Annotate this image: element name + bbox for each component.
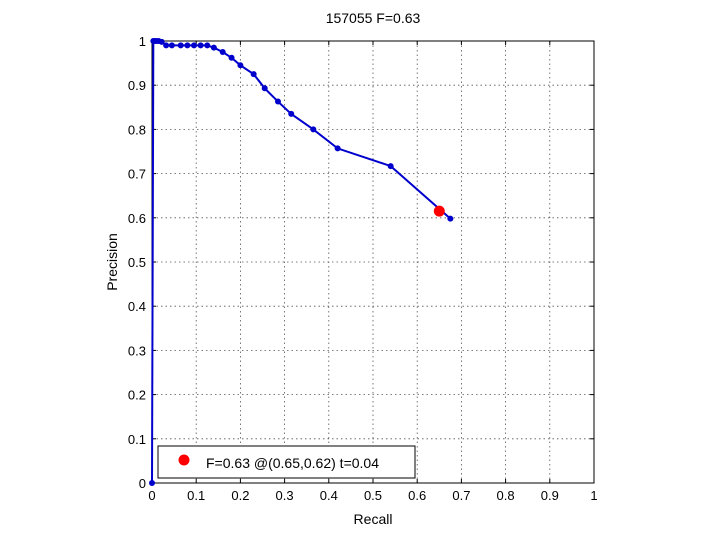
data-point xyxy=(387,163,394,170)
data-point xyxy=(149,480,155,486)
data-point xyxy=(177,42,184,49)
y-tick-label: 0 xyxy=(139,476,146,491)
data-point xyxy=(447,215,454,222)
data-point xyxy=(274,98,281,105)
y-tick-label: 0.1 xyxy=(128,432,146,447)
data-point xyxy=(237,62,244,69)
x-tick-label: 0.3 xyxy=(276,488,294,503)
data-point xyxy=(163,42,170,49)
legend-box xyxy=(157,445,416,479)
best-point-layer xyxy=(433,205,445,217)
x-tick-label: 0.1 xyxy=(187,488,205,503)
y-tick-label: 0.3 xyxy=(128,343,146,358)
tick-layer: 0 0.1 0.2 0.3 0.4 0.5 0.6 0.7 0.8 0.9 1 0 0.1 0.2 0.3 0… xyxy=(128,34,598,503)
grid-layer xyxy=(152,41,594,483)
data-point xyxy=(250,71,257,78)
y-tick-label: 0.8 xyxy=(128,122,146,137)
data-point xyxy=(261,85,268,92)
x-tick-label: 1 xyxy=(590,488,597,503)
data-point xyxy=(168,42,175,49)
legend-marker xyxy=(178,454,190,466)
y-tick-label: 0.6 xyxy=(128,211,146,226)
legend: F=0.63 @(0.65,0.62) t=0.04 xyxy=(157,445,416,479)
y-tick-label: 0.7 xyxy=(128,167,146,182)
data-point xyxy=(310,126,317,133)
data-point xyxy=(219,49,226,56)
data-point xyxy=(158,38,165,45)
x-tick-label: 0.6 xyxy=(408,488,426,503)
data-point xyxy=(184,42,191,49)
y-axis-label: Precision xyxy=(104,233,120,291)
x-tick-label: 0.8 xyxy=(497,488,515,503)
data-point xyxy=(334,145,341,152)
series-layer xyxy=(149,38,454,486)
chart-title: 157055 F=0.63 xyxy=(326,10,421,26)
data-point xyxy=(190,42,197,49)
data-point xyxy=(228,54,235,61)
x-tick-label: 0 xyxy=(148,488,155,503)
data-point xyxy=(288,110,295,117)
x-tick-label: 0.4 xyxy=(320,488,338,503)
x-tick-label: 0.7 xyxy=(452,488,470,503)
y-tick-label: 1 xyxy=(139,34,146,49)
y-tick-label: 0.9 xyxy=(128,78,146,93)
x-axis-label: Recall xyxy=(354,511,393,527)
legend-text: F=0.63 @(0.65,0.62) t=0.04 xyxy=(206,455,379,471)
y-tick-label: 0.2 xyxy=(128,388,146,403)
data-point xyxy=(210,44,217,51)
x-tick-label: 0.5 xyxy=(364,488,382,503)
x-tick-label: 0.2 xyxy=(231,488,249,503)
data-point xyxy=(204,42,211,49)
data-point xyxy=(197,42,204,49)
best-f-point xyxy=(433,205,445,217)
y-tick-label: 0.4 xyxy=(128,299,146,314)
x-tick-label: 0.9 xyxy=(541,488,559,503)
y-tick-label: 0.5 xyxy=(128,255,146,270)
